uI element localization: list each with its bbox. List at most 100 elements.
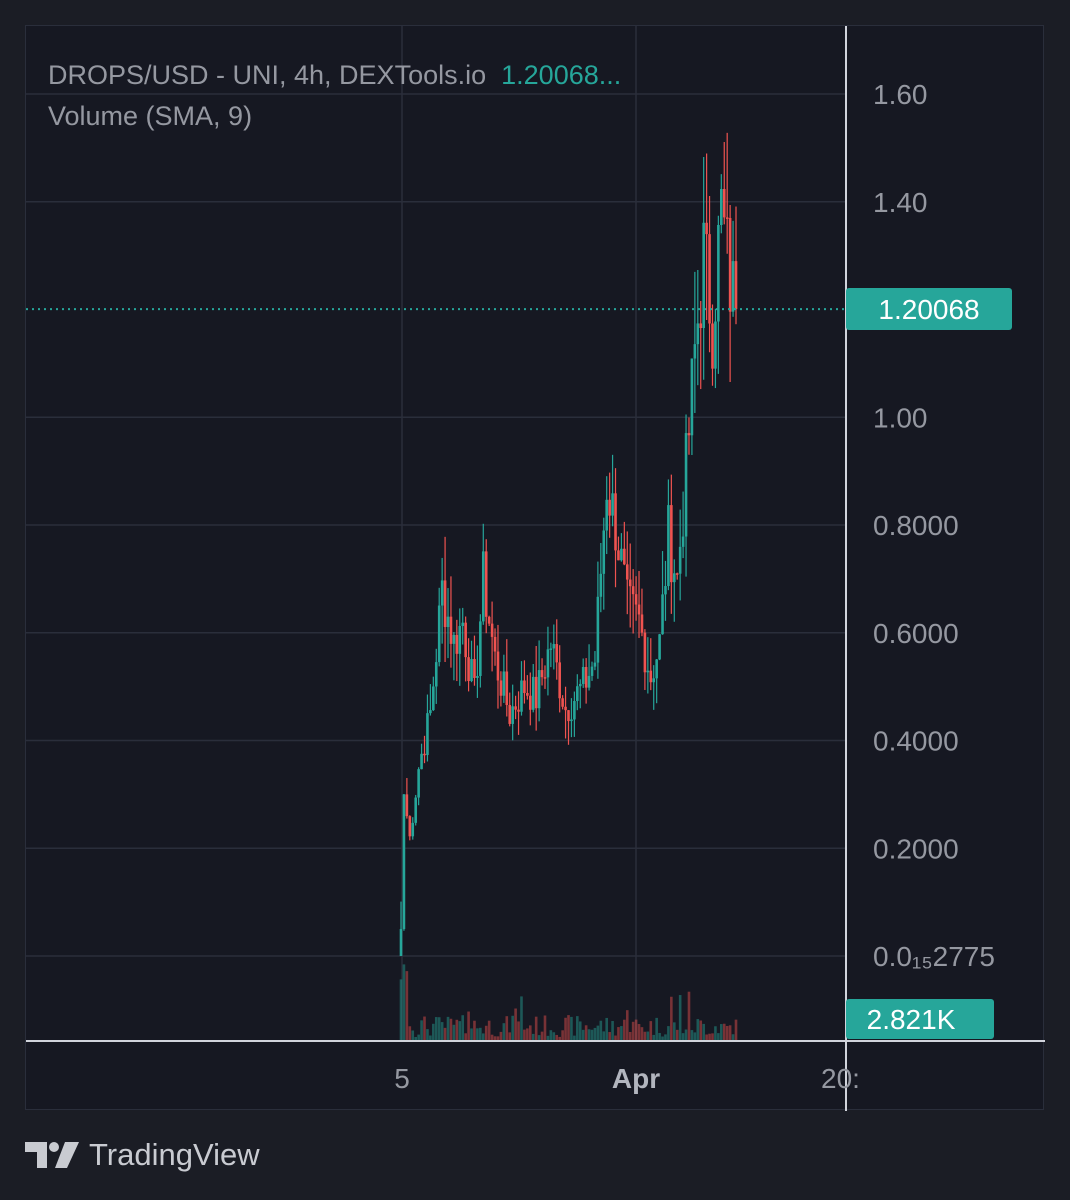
volume-bar — [470, 1028, 473, 1041]
candle-body — [534, 676, 538, 709]
volume-bar — [481, 1033, 485, 1041]
candle-body — [617, 550, 620, 561]
candle-body — [672, 573, 676, 583]
volume-bar — [717, 1033, 720, 1041]
volume-bar — [455, 1019, 459, 1041]
candle-body — [573, 701, 576, 720]
candle-body — [655, 659, 658, 679]
y-tick-label: 1.40 — [873, 187, 928, 218]
x-tick-label: 20: — [821, 1063, 860, 1094]
candle-body — [511, 706, 514, 724]
candle-body — [464, 622, 467, 658]
last-price-tag: 1.20068 — [846, 288, 1012, 330]
candle-body — [570, 719, 573, 722]
candle-body — [699, 323, 703, 329]
legend-last-price: 1.20068... — [501, 60, 622, 90]
price-axis-labels[interactable]: 1.60 1.40 1.00 0.8000 0.6000 0.4000 0.2000 0.0₁… — [873, 79, 995, 972]
volume-bar — [608, 1032, 611, 1041]
candle-body — [728, 218, 732, 312]
volume-bar — [672, 1022, 676, 1041]
candle-body — [437, 605, 441, 663]
candle-body — [484, 551, 488, 617]
volume-bar — [449, 1018, 453, 1041]
volume-bar — [564, 1017, 567, 1041]
legend-volume-line[interactable]: Volume (SMA, 9) — [48, 101, 252, 132]
volume-bar — [690, 1030, 694, 1041]
legend-symbol-line[interactable]: DROPS/USD - UNI, 4h, DEXTools.io 1.20068… — [48, 60, 621, 91]
volume-bar — [423, 1016, 426, 1041]
candle-body — [476, 675, 479, 678]
candle-body — [452, 634, 456, 644]
candle-body — [652, 678, 656, 683]
volume-bar — [623, 1019, 626, 1041]
candle-body — [543, 677, 547, 679]
candle-body — [546, 649, 550, 678]
volume-bar — [576, 1016, 579, 1041]
volume-bar — [420, 1020, 423, 1041]
candle-body — [517, 709, 520, 712]
time-axis-labels[interactable]: 5 Apr 20: — [394, 1063, 860, 1094]
volume-bar — [549, 1030, 553, 1041]
footer-brand: TradingView — [89, 1137, 260, 1172]
candle-body — [725, 217, 729, 219]
candle-body — [678, 546, 682, 574]
volume-bar — [411, 1030, 415, 1041]
volume-bar — [581, 1029, 585, 1041]
y-tick-label-min: 0.0₁₅2775 — [873, 941, 995, 972]
volume-bar — [473, 1020, 476, 1041]
volume-bar — [631, 1021, 635, 1041]
candle-body — [628, 579, 632, 587]
volume-bar — [408, 1026, 412, 1041]
candle-body — [587, 675, 591, 688]
candle-body — [499, 680, 503, 696]
volume-bar — [402, 964, 406, 1041]
candle-body — [520, 680, 523, 712]
volume-bar — [458, 1021, 462, 1041]
volume-bar — [617, 1027, 620, 1041]
candle-body — [708, 234, 711, 324]
candle-body — [470, 659, 473, 682]
volume-bar — [514, 1008, 517, 1041]
candle-body — [590, 666, 594, 676]
volume-bar — [493, 1036, 497, 1041]
volume-bar — [461, 1015, 465, 1041]
candle-body — [417, 769, 420, 798]
candle-body — [467, 657, 470, 682]
volume-bar — [593, 1027, 597, 1041]
volume-bar — [414, 1036, 417, 1041]
volume-bar — [476, 1028, 479, 1041]
candle-body — [681, 536, 685, 547]
volume-bar — [399, 979, 403, 1041]
volume-bar — [499, 1031, 503, 1041]
candle-body — [479, 621, 482, 676]
candle-body — [405, 794, 409, 817]
price-chart[interactable]: 1.60 1.40 1.00 0.8000 0.6000 0.4000 0.2000 0.0₁… — [26, 26, 1045, 1111]
footer[interactable]: TradingView — [25, 1135, 260, 1175]
volume-bar — [517, 1021, 520, 1041]
volume-bar — [658, 1032, 661, 1041]
volume-tag-text: 2.821K — [867, 1004, 956, 1035]
volume-bar — [578, 1021, 582, 1041]
chart-frame: 1.60 1.40 1.00 0.8000 0.6000 0.4000 0.2000 0.0₁… — [25, 25, 1045, 1111]
volume-bar — [446, 1016, 450, 1041]
candles — [399, 132, 738, 956]
candle-body — [455, 634, 459, 654]
volume-bar — [508, 1032, 512, 1041]
candle-body — [414, 797, 417, 823]
volume-bar — [546, 1035, 550, 1041]
volume-bar — [681, 1033, 685, 1041]
candle-body — [576, 686, 579, 702]
candle-body — [684, 433, 688, 537]
candle-body — [432, 686, 435, 711]
x-tick-label: Apr — [612, 1063, 660, 1094]
candle-body — [646, 670, 650, 673]
volume-bar — [646, 1031, 650, 1041]
volume-bar — [440, 1022, 444, 1041]
candle-body — [561, 698, 564, 707]
volume-bar — [599, 1020, 603, 1041]
candle-body — [508, 704, 512, 724]
y-tick-label: 0.6000 — [873, 618, 959, 649]
volume-bar — [664, 1034, 667, 1041]
volume-bar — [643, 1031, 647, 1041]
volume-bar — [590, 1029, 594, 1041]
